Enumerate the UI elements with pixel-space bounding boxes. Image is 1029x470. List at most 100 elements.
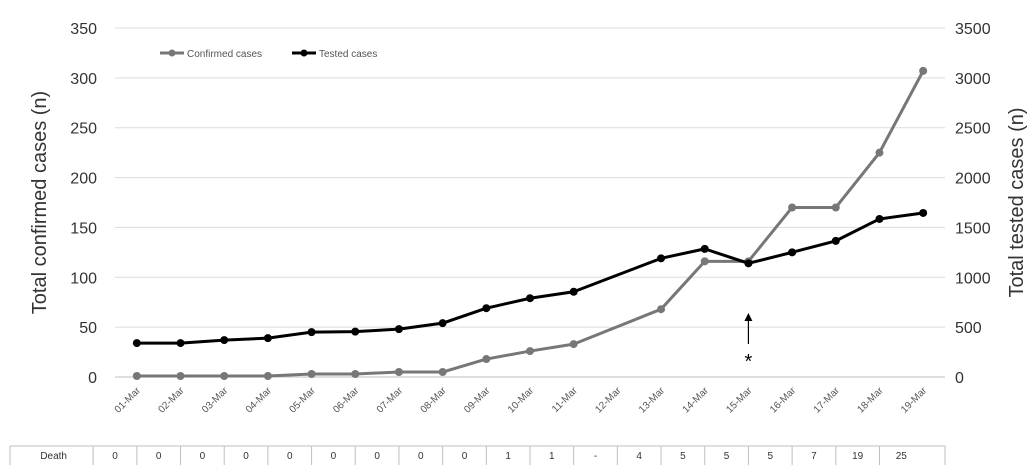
data-point-tested (220, 336, 229, 345)
series-line-confirmed (136, 70, 925, 378)
legend-marker-confirmed (168, 49, 176, 57)
data-point-confirmed (176, 372, 185, 381)
right-tick-label: 3000 (955, 71, 991, 88)
x-tick-label: 08-Mar (419, 385, 450, 416)
data-point-confirmed (569, 340, 578, 349)
x-tick-label: 12-Mar (593, 385, 624, 416)
death-cell: 4 (636, 451, 642, 462)
right-tick-label: 2000 (955, 171, 991, 188)
right-tick-label: 1500 (955, 220, 991, 237)
data-point-confirmed (220, 372, 229, 381)
x-axis-ticks: 01-Mar 02-Mar 03-Mar 04-Mar 05-Mar 06-Mar 07-M… (113, 385, 930, 416)
death-cell: 0 (243, 451, 249, 462)
data-point-tested (875, 214, 884, 223)
x-tick-label: 15-Mar (724, 385, 755, 416)
x-tick-label: 06-Mar (331, 385, 362, 416)
x-tick-label: 19-Mar (899, 385, 930, 416)
legend-marker-tested (300, 49, 308, 57)
data-point-confirmed (700, 257, 709, 266)
x-tick-label: 03-Mar (200, 385, 231, 416)
death-cell: 0 (200, 451, 206, 462)
annotation-arrow-head (744, 313, 753, 321)
data-point-tested (657, 254, 666, 263)
death-cell: 1 (549, 451, 555, 462)
legend-label-confirmed: Confirmed cases (187, 49, 262, 60)
annotation: * (744, 313, 753, 373)
death-cell: 0 (462, 451, 468, 462)
data-point-tested (569, 287, 578, 296)
legend-label-tested: Tested cases (319, 49, 377, 60)
left-tick-label: 250 (70, 121, 97, 138)
death-cell: 5 (680, 451, 686, 462)
legend: Confirmed cases Tested cases (160, 49, 377, 60)
x-tick-label: 01-Mar (113, 385, 144, 416)
x-tick-label: 09-Mar (462, 385, 493, 416)
death-cell: 0 (418, 451, 424, 462)
death-cell: 0 (331, 451, 337, 462)
death-cell: 0 (156, 451, 162, 462)
data-point-confirmed (788, 203, 797, 212)
data-point-confirmed (919, 66, 928, 75)
data-point-confirmed (132, 372, 141, 381)
left-axis-ticks: 0 50 100 150 200 250 300 350 (70, 21, 97, 387)
left-tick-label: 300 (70, 71, 97, 88)
data-point-tested (700, 244, 709, 253)
grid-lines (115, 27, 945, 328)
death-cell: 19 (852, 451, 864, 462)
right-axis-title: Total tested cases (n) (1006, 107, 1028, 297)
data-point-tested (744, 259, 753, 268)
death-cell: 0 (112, 451, 118, 462)
right-axis-ticks: 0 500 1000 1500 2000 2500 3000 3500 (955, 21, 991, 387)
death-row-label: Death (40, 451, 67, 462)
death-cell: 25 (896, 451, 908, 462)
data-point-confirmed (657, 305, 666, 314)
data-point-tested (176, 339, 185, 348)
death-cell: 5 (724, 451, 730, 462)
x-tick-label: 17-Mar (812, 385, 843, 416)
x-tick-label: 04-Mar (244, 385, 275, 416)
death-cell: 7 (811, 451, 817, 462)
series-line-tested (136, 211, 924, 345)
death-cell: - (594, 451, 597, 462)
data-point-tested (831, 236, 840, 245)
data-point-tested (482, 304, 491, 313)
x-tick-label: 07-Mar (375, 385, 406, 416)
x-tick-label: 14-Mar (681, 385, 712, 416)
x-tick-label: 16-Mar (768, 385, 799, 416)
left-tick-label: 50 (79, 320, 97, 337)
data-point-tested (438, 319, 447, 328)
death-cell: 1 (505, 451, 511, 462)
left-axis-title: Total confirmed cases (n) (29, 91, 51, 314)
x-tick-label: 05-Mar (288, 385, 319, 416)
x-tick-label: 02-Mar (156, 385, 187, 416)
data-point-tested (132, 339, 141, 348)
data-point-confirmed (263, 372, 272, 381)
data-point-tested (788, 248, 797, 257)
right-tick-label: 1000 (955, 270, 991, 287)
left-tick-label: 100 (70, 270, 97, 287)
death-cell: 5 (767, 451, 773, 462)
x-tick-label: 10-Mar (506, 385, 537, 416)
right-tick-label: 0 (955, 370, 964, 387)
data-point-tested (526, 294, 534, 303)
data-point-confirmed (831, 203, 840, 212)
data-point-tested (307, 328, 316, 337)
data-point-confirmed (526, 347, 534, 356)
data-point-confirmed (438, 368, 447, 377)
data-point-tested (351, 327, 360, 336)
death-cell: 0 (287, 451, 293, 462)
data-point-confirmed (351, 370, 360, 379)
right-tick-label: 500 (955, 320, 982, 337)
data-point-tested (394, 325, 403, 334)
annotation-asterisk: * (745, 351, 753, 373)
left-tick-label: 200 (70, 171, 97, 188)
x-tick-label: 13-Mar (637, 385, 668, 416)
data-point-tested (919, 208, 928, 217)
x-tick-label: 18-Mar (855, 385, 886, 416)
data-point-confirmed (394, 368, 403, 377)
data-point-tested (263, 334, 272, 343)
right-tick-label: 3500 (955, 21, 991, 38)
left-tick-label: 0 (88, 370, 97, 387)
